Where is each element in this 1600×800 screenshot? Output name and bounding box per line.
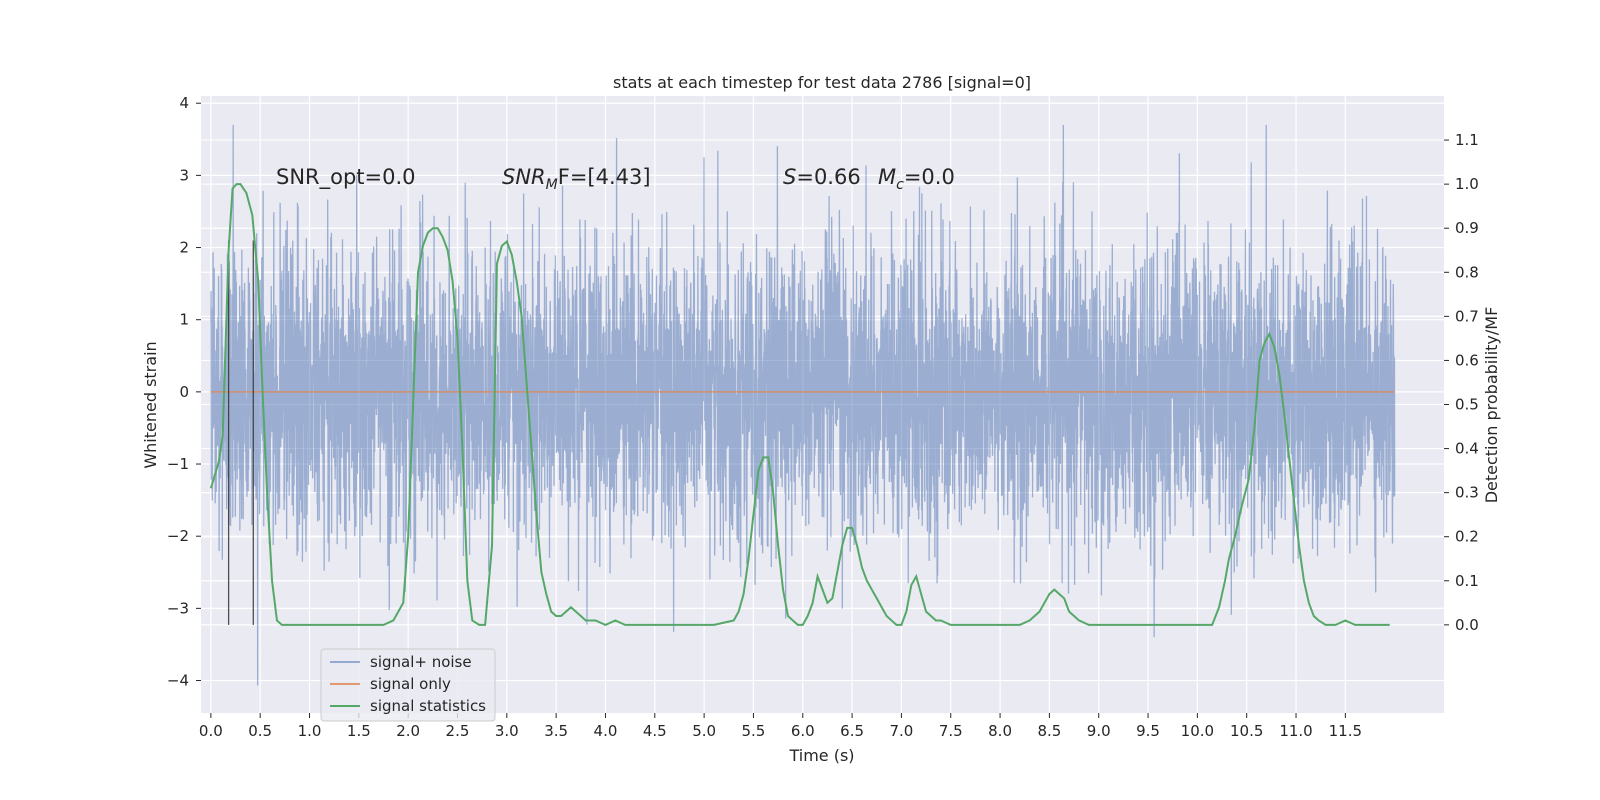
- x-tick-label: 4.5: [643, 722, 667, 740]
- x-tick-label: 7.5: [939, 722, 963, 740]
- y-right-tick-label: 0.9: [1455, 219, 1479, 237]
- annotation-s: S=0.66: [783, 165, 861, 189]
- x-tick-label: 6.0: [791, 722, 815, 740]
- y-tick-label: 4: [179, 94, 189, 112]
- series-signal-noise-path: [210, 124, 1396, 686]
- x-tick-label: 5.0: [692, 722, 716, 740]
- y-right-tick-label: 0.1: [1455, 572, 1479, 590]
- annotation-mc: Mc=0.0: [878, 165, 955, 193]
- legend: signal+ noise signal only signal statist…: [320, 648, 496, 722]
- y-tick-label: 3: [179, 166, 189, 184]
- y-right-axis-label: Detection probability/MF: [1482, 307, 1501, 504]
- x-tick-label: 3.5: [544, 722, 568, 740]
- x-tick-label: 11.0: [1279, 722, 1312, 740]
- y-right-axis-ticks: 1.1 1.0 0.9 0.8 0.7 0.6 0.5 0.4 0.3 0.2 0.1 0.0: [1444, 131, 1479, 634]
- y-right-tick-label: 0.3: [1455, 484, 1479, 502]
- x-tick-label: 9.0: [1087, 722, 1111, 740]
- series-signal-statistics-path: [209, 183, 1390, 626]
- y-right-tick-label: 0.2: [1455, 528, 1479, 546]
- x-tick-label: 8.5: [1037, 722, 1061, 740]
- legend-box: [320, 648, 496, 722]
- x-tick-label: 0.0: [199, 722, 223, 740]
- y-tick-label: 0: [179, 383, 189, 401]
- x-axis-ticks: 0.0 0.5 1.0 1.5 2.0 2.5 3.0 3.5 4.0 4.5 5.0 5.5 6.0 6…: [199, 713, 1362, 740]
- y-right-tick-label: 0.4: [1455, 440, 1479, 458]
- x-tick-label: 7.0: [889, 722, 913, 740]
- x-tick-label: 4.0: [594, 722, 618, 740]
- x-axis-label: Time (s): [788, 746, 854, 765]
- x-tick-label: 5.5: [742, 722, 766, 740]
- vertical-markers: [227, 240, 254, 625]
- y-tick-label: −4: [167, 672, 189, 690]
- y-axis-ticks: 4 3 2 1 0 −1 −2 −3 −4: [167, 94, 201, 690]
- y-tick-label: −2: [167, 527, 189, 545]
- x-tick-label: 8.0: [988, 722, 1012, 740]
- x-tick-label: 2.5: [446, 722, 470, 740]
- y-right-tick-label: 0.5: [1455, 396, 1479, 414]
- x-tick-label: 10.5: [1230, 722, 1263, 740]
- y-tick-label: 2: [179, 239, 189, 257]
- y-right-tick-label: 1.0: [1455, 175, 1479, 193]
- y-right-tick-label: 1.1: [1455, 131, 1479, 149]
- annotation-snr-opt: SNR_opt=0.0: [276, 165, 416, 190]
- y-right-tick-label: 0.8: [1455, 263, 1479, 281]
- series-signal-noise: [210, 124, 1396, 686]
- y-right-tick-label: 0.7: [1455, 307, 1479, 325]
- chart-title: stats at each timestep for test data 278…: [613, 73, 1031, 92]
- y-tick-label: −1: [167, 455, 189, 473]
- legend-label-signal-only: signal only: [370, 675, 451, 693]
- legend-label-signal-noise: signal+ noise: [370, 653, 472, 671]
- annotation-snr-mf: SNRMF=[4.43]: [502, 165, 651, 193]
- x-tick-label: 10.0: [1181, 722, 1214, 740]
- x-tick-label: 1.5: [347, 722, 371, 740]
- x-tick-label: 0.5: [248, 722, 272, 740]
- y-axis-label: Whitened strain: [141, 341, 160, 468]
- legend-label-signal-statistics: signal statistics: [370, 697, 486, 715]
- y-tick-label: 1: [179, 311, 189, 329]
- x-tick-label: 9.5: [1136, 722, 1160, 740]
- y-right-tick-label: 0.0: [1455, 616, 1479, 634]
- x-tick-label: 1.0: [298, 722, 322, 740]
- x-tick-label: 2.0: [396, 722, 420, 740]
- y-right-tick-label: 0.6: [1455, 351, 1479, 369]
- x-tick-label: 11.5: [1329, 722, 1362, 740]
- x-tick-label: 3.0: [495, 722, 519, 740]
- x-tick-label: 6.5: [840, 722, 864, 740]
- series-signal-statistics: [209, 183, 1390, 626]
- y-tick-label: −3: [167, 599, 189, 617]
